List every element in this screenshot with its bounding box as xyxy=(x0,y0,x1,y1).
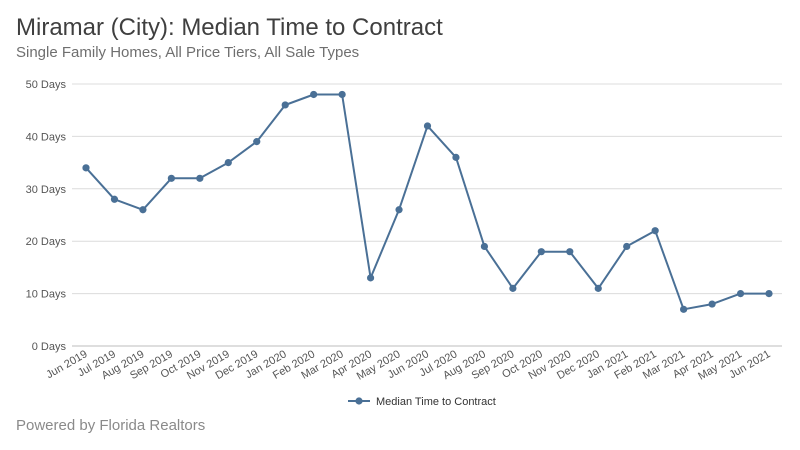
y-tick-label: 20 Days xyxy=(26,236,67,248)
data-point[interactable] xyxy=(167,174,175,182)
y-tick-label: 30 Days xyxy=(26,184,67,196)
data-point[interactable] xyxy=(680,305,688,313)
data-point[interactable] xyxy=(224,159,232,167)
series-median-time-to-contract xyxy=(82,90,773,313)
data-point[interactable] xyxy=(480,242,489,251)
data-point[interactable] xyxy=(139,206,147,214)
footer-credit: Powered by Florida Realtors xyxy=(16,417,206,434)
gridlines xyxy=(72,83,782,347)
chart-subtitle: Single Family Homes, All Price Tiers, Al… xyxy=(16,44,360,61)
data-point[interactable] xyxy=(82,164,90,172)
data-point[interactable] xyxy=(196,174,204,182)
data-point[interactable] xyxy=(566,248,574,256)
data-point[interactable] xyxy=(623,242,631,251)
chart-title: Miramar (City): Median Time to Contract xyxy=(16,14,443,41)
data-point[interactable] xyxy=(594,284,602,292)
legend-label: Median Time to Contract xyxy=(376,396,496,408)
data-point[interactable] xyxy=(338,90,346,99)
legend-marker xyxy=(355,397,363,405)
y-tick-label: 0 Days xyxy=(32,341,67,353)
y-tick-label: 50 Days xyxy=(26,79,67,91)
data-point[interactable] xyxy=(366,274,375,282)
data-point[interactable] xyxy=(509,284,517,292)
data-point[interactable] xyxy=(253,138,261,146)
y-tick-label: 10 Days xyxy=(26,289,67,301)
data-point[interactable] xyxy=(310,90,318,99)
data-point[interactable] xyxy=(708,300,716,308)
data-point[interactable] xyxy=(736,290,745,298)
data-point[interactable] xyxy=(537,248,545,256)
data-point[interactable] xyxy=(395,206,403,214)
data-point[interactable] xyxy=(110,195,119,203)
data-point[interactable] xyxy=(765,290,773,298)
data-point[interactable] xyxy=(423,122,432,130)
y-axis-ticks: 0 Days 10 Days 20 Days 30 Days 40 Days 50 Day… xyxy=(26,79,67,353)
data-point[interactable] xyxy=(281,101,289,109)
data-point[interactable] xyxy=(651,227,659,235)
legend[interactable]: Median Time to Contract xyxy=(348,396,496,408)
data-point[interactable] xyxy=(452,153,460,161)
y-tick-label: 40 Days xyxy=(26,131,67,143)
